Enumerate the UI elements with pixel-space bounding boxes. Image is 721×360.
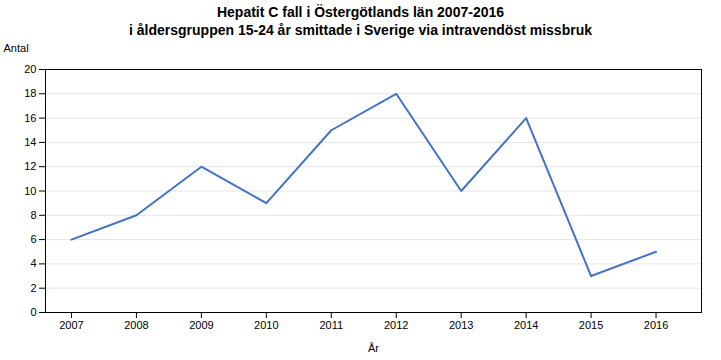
svg-text:14: 14 bbox=[24, 136, 36, 148]
svg-text:2015: 2015 bbox=[579, 319, 603, 331]
svg-text:8: 8 bbox=[30, 209, 36, 221]
svg-text:0: 0 bbox=[30, 306, 36, 318]
html-text:Hepatit C fall i Östergötlands: Hepatit C fall i Östergötlands län 2007-… bbox=[129, 4, 592, 38]
svg-text:2016: 2016 bbox=[644, 319, 668, 331]
svg-text:2: 2 bbox=[30, 282, 36, 294]
svg-text:16: 16 bbox=[24, 112, 36, 124]
svg-text:2011: 2011 bbox=[319, 319, 343, 331]
svg-text:18: 18 bbox=[24, 87, 36, 99]
svg-text:2014: 2014 bbox=[514, 319, 538, 331]
svg-text:12: 12 bbox=[24, 160, 36, 172]
svg-text:2010: 2010 bbox=[254, 319, 278, 331]
svg-text:2013: 2013 bbox=[449, 319, 473, 331]
svg-text:20: 20 bbox=[24, 63, 36, 75]
svg-text:År: År bbox=[368, 342, 379, 354]
svg-text:10: 10 bbox=[24, 185, 36, 197]
svg-text:4: 4 bbox=[30, 257, 36, 269]
svg-text:6: 6 bbox=[30, 233, 36, 245]
svg-text:2009: 2009 bbox=[189, 319, 213, 331]
svg-text:2012: 2012 bbox=[384, 319, 408, 331]
svg-text:2008: 2008 bbox=[124, 319, 148, 331]
svg-text:2007: 2007 bbox=[59, 319, 83, 331]
svg-text:Antal: Antal bbox=[4, 42, 29, 54]
